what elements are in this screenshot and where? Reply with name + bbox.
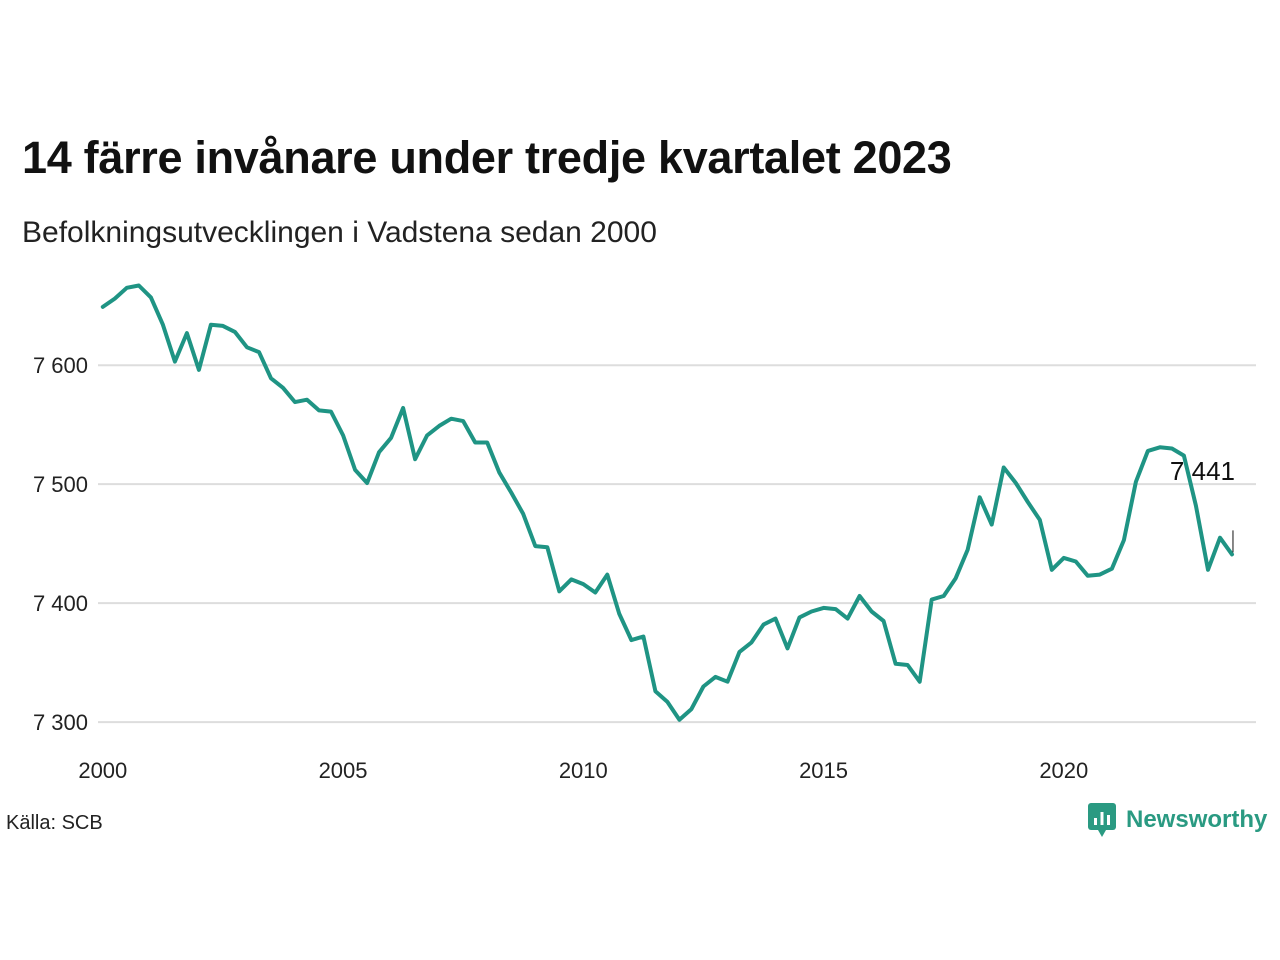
newsworthy-logo: Newsworthy xyxy=(1088,803,1267,837)
gridlines xyxy=(98,364,1256,724)
series-line xyxy=(100,283,1234,722)
x-axis-tick-labels: 2000 2005 2010 2015 2020 xyxy=(78,758,1088,783)
y-axis-tick-labels: 7 300 7 400 7 500 7 600 xyxy=(33,353,88,735)
chart-subtitle: Befolkningsutvecklingen i Vadstena sedan… xyxy=(22,216,657,249)
y-tick-label: 7 300 xyxy=(33,710,88,735)
x-tick-label: 2015 xyxy=(799,758,848,783)
x-tick-label: 2000 xyxy=(78,758,127,783)
x-tick-label: 2010 xyxy=(559,758,608,783)
x-tick-label: 2005 xyxy=(319,758,368,783)
y-tick-label: 7 500 xyxy=(33,472,88,497)
source-note: Källa: SCB xyxy=(6,812,103,834)
y-tick-label: 7 400 xyxy=(33,591,88,616)
end-value-label: 7 441 xyxy=(1170,456,1235,486)
chart-title: 14 färre invånare under tredje kvartalet… xyxy=(22,132,952,183)
newsworthy-logo-icon xyxy=(1088,803,1116,837)
newsworthy-brand: Newsworthy xyxy=(1126,806,1268,833)
x-tick-label: 2020 xyxy=(1039,758,1088,783)
y-tick-label: 7 600 xyxy=(33,353,88,378)
